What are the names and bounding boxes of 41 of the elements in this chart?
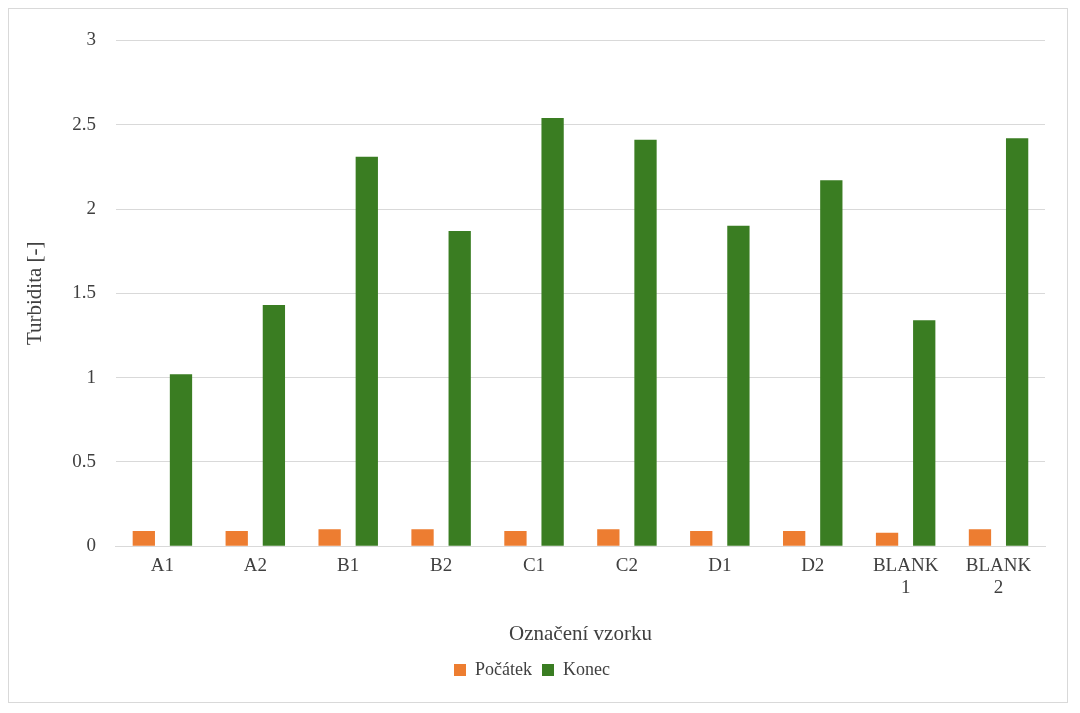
bar [634, 139, 657, 546]
bar [504, 531, 527, 546]
x-tick-label: D2 [801, 553, 825, 575]
bar [968, 529, 992, 546]
bar [318, 529, 341, 546]
x-tick-label: C1 [522, 553, 546, 575]
bar [541, 117, 564, 546]
x-tick-label: A1 [150, 553, 175, 575]
bar [355, 156, 378, 546]
bar [169, 374, 193, 546]
legend-label: Konec [563, 658, 610, 679]
x-axis-title: Označení vzorku [509, 620, 653, 645]
y-tick-label: 2.5 [72, 112, 96, 134]
x-tick-label: A2 [243, 553, 267, 575]
x-tick-label: BLANK 2 [965, 553, 1032, 598]
x-tick-label: D1 [708, 553, 732, 575]
bar [262, 305, 286, 546]
y-axis-title: Turbidita [-] [22, 241, 47, 346]
bar [411, 529, 434, 546]
y-tick-label: 0 [86, 534, 96, 556]
bar [1005, 138, 1029, 546]
y-tick-label: 1.5 [72, 281, 96, 303]
x-tick-label: B1 [337, 553, 360, 575]
x-tick-label: C2 [615, 553, 639, 575]
bar [448, 230, 471, 546]
y-tick-label: 2 [86, 196, 96, 218]
bar [690, 531, 713, 546]
legend-label: Počátek [475, 658, 533, 679]
bar [875, 532, 899, 546]
bar [913, 320, 936, 546]
bar [225, 531, 248, 546]
y-tick-label: 1 [86, 365, 96, 387]
x-tick-label: B2 [430, 553, 453, 575]
y-tick-label: 3 [86, 28, 96, 50]
bar [727, 225, 750, 546]
y-tick-label: 0.5 [72, 449, 96, 471]
x-tick-label: BLANK 1 [872, 553, 939, 598]
bar [820, 180, 843, 546]
bar [132, 531, 155, 546]
bar [597, 529, 620, 546]
bar [783, 531, 806, 546]
